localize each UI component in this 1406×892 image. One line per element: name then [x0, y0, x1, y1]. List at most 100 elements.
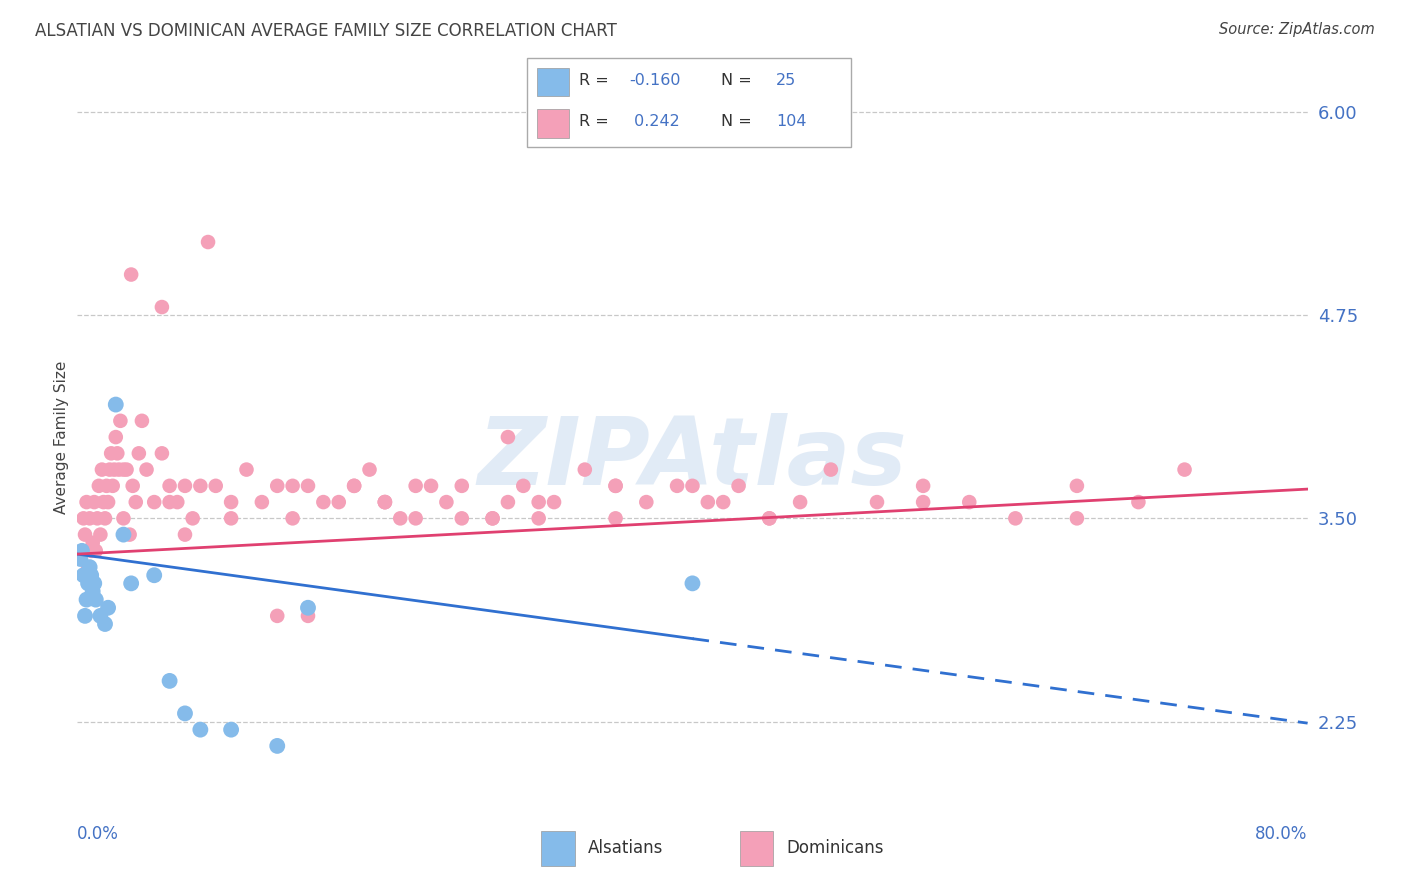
Point [250, 495, 273, 509]
Point [103, 462, 125, 476]
Point [143, 495, 166, 509]
Point [450, 479, 472, 493]
Point [159, 673, 181, 688]
Point [115, 462, 138, 476]
Point [420, 479, 443, 493]
Point [197, 235, 219, 249]
Point [100, 446, 122, 460]
Point [77, 576, 100, 591]
Point [89, 527, 111, 541]
Point [190, 723, 212, 737]
Text: 0.242: 0.242 [628, 114, 681, 129]
Point [159, 479, 181, 493]
Text: Dominicans: Dominicans [786, 838, 883, 857]
Point [72, 568, 94, 582]
Point [496, 495, 519, 509]
Point [72, 511, 94, 525]
Point [135, 462, 157, 476]
Point [266, 479, 288, 493]
Point [866, 495, 889, 509]
Point [1066, 479, 1088, 493]
Point [1128, 495, 1150, 509]
Point [104, 398, 127, 412]
Point [343, 479, 366, 493]
Point [104, 430, 127, 444]
Text: Source: ZipAtlas.com: Source: ZipAtlas.com [1219, 22, 1375, 37]
Point [76, 592, 98, 607]
Point [70, 544, 93, 558]
Point [80, 544, 103, 558]
Point [128, 446, 150, 460]
Point [69, 552, 91, 566]
Point [374, 495, 396, 509]
FancyBboxPatch shape [537, 110, 569, 138]
Point [343, 479, 366, 493]
Point [481, 511, 503, 525]
Point [666, 479, 689, 493]
Point [93, 495, 115, 509]
Text: Alsatians: Alsatians [588, 838, 664, 857]
Point [574, 462, 596, 476]
Point [636, 495, 658, 509]
Point [281, 479, 304, 493]
Point [108, 462, 131, 476]
Point [1174, 462, 1197, 476]
Text: R =: R = [579, 73, 614, 88]
Point [297, 479, 319, 493]
Text: N =: N = [721, 114, 758, 129]
Point [112, 511, 135, 525]
Point [450, 511, 472, 525]
Point [204, 479, 226, 493]
Point [1004, 511, 1026, 525]
Point [120, 268, 142, 282]
Point [87, 479, 110, 493]
Point [605, 511, 627, 525]
Point [219, 495, 242, 509]
Point [219, 723, 242, 737]
Point [120, 576, 142, 591]
Text: 25: 25 [776, 73, 797, 88]
Point [112, 462, 135, 476]
Point [711, 495, 734, 509]
FancyBboxPatch shape [527, 58, 851, 147]
FancyBboxPatch shape [740, 831, 773, 866]
Point [758, 511, 780, 525]
Point [481, 511, 503, 525]
Point [190, 479, 212, 493]
Point [174, 706, 197, 721]
Point [118, 527, 141, 541]
Point [512, 479, 534, 493]
Point [297, 608, 319, 623]
Point [89, 608, 111, 623]
Point [94, 511, 117, 525]
Point [389, 511, 412, 525]
Point [374, 495, 396, 509]
Point [97, 600, 120, 615]
Point [1066, 511, 1088, 525]
Point [543, 495, 565, 509]
Point [82, 584, 104, 599]
Point [359, 462, 381, 476]
Point [97, 495, 120, 509]
Point [121, 479, 143, 493]
Point [94, 617, 117, 632]
Point [181, 511, 204, 525]
Point [83, 576, 105, 591]
Point [527, 495, 550, 509]
Point [281, 511, 304, 525]
FancyBboxPatch shape [537, 68, 569, 96]
Point [266, 739, 288, 753]
Text: R =: R = [579, 114, 614, 129]
Point [496, 430, 519, 444]
Text: 80.0%: 80.0% [1256, 825, 1308, 843]
Point [266, 608, 288, 623]
Point [789, 495, 811, 509]
Point [84, 592, 107, 607]
Text: ZIPAtlas: ZIPAtlas [478, 413, 907, 505]
Point [436, 495, 458, 509]
Point [83, 495, 105, 509]
Point [605, 479, 627, 493]
Point [405, 479, 427, 493]
Point [174, 479, 197, 493]
Point [98, 462, 121, 476]
